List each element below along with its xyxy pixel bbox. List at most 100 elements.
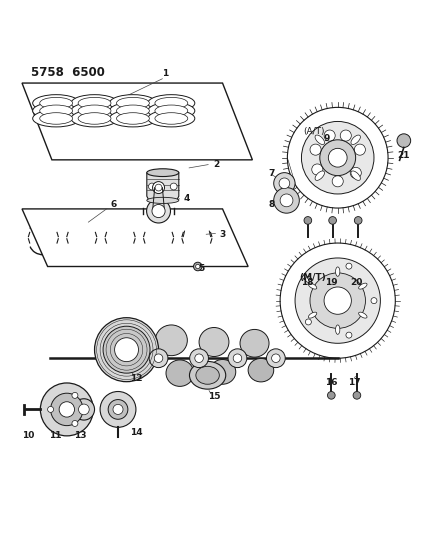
Ellipse shape: [148, 95, 195, 111]
Ellipse shape: [149, 183, 155, 190]
Circle shape: [310, 273, 366, 328]
Circle shape: [306, 276, 311, 282]
Circle shape: [280, 243, 395, 358]
Circle shape: [59, 402, 74, 417]
Circle shape: [233, 354, 242, 362]
Circle shape: [113, 405, 123, 415]
Ellipse shape: [209, 359, 236, 384]
Ellipse shape: [116, 105, 149, 117]
Circle shape: [324, 287, 351, 314]
Ellipse shape: [359, 283, 367, 289]
Text: 18: 18: [301, 278, 313, 287]
Circle shape: [280, 194, 293, 207]
Text: 14: 14: [130, 429, 143, 438]
Ellipse shape: [351, 135, 360, 144]
Circle shape: [73, 399, 95, 420]
Ellipse shape: [116, 112, 149, 124]
Ellipse shape: [110, 102, 156, 119]
Text: 2: 2: [213, 160, 219, 169]
Ellipse shape: [336, 267, 340, 276]
Ellipse shape: [309, 283, 317, 289]
Circle shape: [149, 349, 168, 368]
Ellipse shape: [315, 171, 324, 180]
Text: (A/T): (A/T): [303, 127, 325, 136]
Text: 19: 19: [325, 278, 338, 287]
Ellipse shape: [336, 325, 340, 334]
Circle shape: [152, 205, 165, 217]
Ellipse shape: [40, 105, 73, 117]
Circle shape: [152, 182, 164, 193]
Circle shape: [354, 216, 362, 224]
Ellipse shape: [71, 102, 118, 119]
Circle shape: [310, 144, 321, 155]
Polygon shape: [152, 188, 164, 211]
Circle shape: [155, 184, 162, 191]
Circle shape: [48, 407, 54, 413]
Ellipse shape: [351, 171, 360, 180]
Circle shape: [95, 318, 158, 382]
Circle shape: [51, 393, 83, 426]
Ellipse shape: [78, 98, 111, 109]
Ellipse shape: [33, 95, 80, 111]
Ellipse shape: [248, 358, 274, 382]
Circle shape: [350, 167, 361, 179]
Ellipse shape: [148, 110, 195, 127]
Ellipse shape: [71, 110, 118, 127]
Circle shape: [295, 258, 380, 343]
Text: 13: 13: [74, 431, 86, 440]
Circle shape: [267, 349, 285, 368]
Text: 12: 12: [130, 374, 143, 383]
Ellipse shape: [147, 169, 179, 176]
Ellipse shape: [309, 312, 317, 318]
Circle shape: [274, 188, 299, 213]
Circle shape: [196, 264, 200, 269]
Ellipse shape: [199, 327, 229, 357]
Ellipse shape: [116, 98, 149, 109]
Ellipse shape: [33, 102, 80, 119]
Ellipse shape: [315, 135, 324, 144]
Circle shape: [100, 392, 136, 427]
Circle shape: [327, 392, 335, 399]
Circle shape: [304, 216, 312, 224]
Circle shape: [353, 392, 361, 399]
Circle shape: [147, 199, 170, 223]
Circle shape: [354, 144, 366, 155]
Text: 17: 17: [348, 378, 361, 387]
Circle shape: [193, 262, 202, 271]
Circle shape: [274, 173, 295, 194]
Circle shape: [154, 354, 163, 362]
Text: 6: 6: [110, 200, 117, 209]
Ellipse shape: [155, 98, 188, 109]
Circle shape: [371, 297, 377, 304]
Text: 8: 8: [268, 200, 275, 209]
Circle shape: [108, 400, 128, 419]
Circle shape: [332, 176, 343, 187]
Circle shape: [306, 319, 311, 325]
Ellipse shape: [40, 112, 73, 124]
Ellipse shape: [155, 105, 188, 117]
Text: (M/T): (M/T): [299, 273, 326, 282]
Ellipse shape: [166, 360, 194, 386]
Ellipse shape: [148, 102, 195, 119]
Ellipse shape: [33, 110, 80, 127]
Ellipse shape: [155, 325, 187, 356]
Circle shape: [195, 354, 203, 362]
Text: 10: 10: [22, 431, 35, 440]
Polygon shape: [147, 173, 179, 200]
Circle shape: [301, 122, 374, 194]
Text: 21: 21: [398, 151, 410, 160]
Circle shape: [312, 164, 323, 175]
Ellipse shape: [196, 366, 219, 384]
Ellipse shape: [78, 105, 111, 117]
Text: 15: 15: [208, 392, 220, 401]
Circle shape: [103, 326, 150, 373]
Circle shape: [72, 421, 78, 426]
Ellipse shape: [240, 329, 269, 357]
Ellipse shape: [170, 183, 177, 190]
Ellipse shape: [71, 95, 118, 111]
Ellipse shape: [190, 361, 226, 389]
Circle shape: [346, 332, 352, 338]
Circle shape: [287, 107, 388, 208]
Text: 9: 9: [324, 134, 330, 143]
Text: 7: 7: [268, 169, 275, 178]
